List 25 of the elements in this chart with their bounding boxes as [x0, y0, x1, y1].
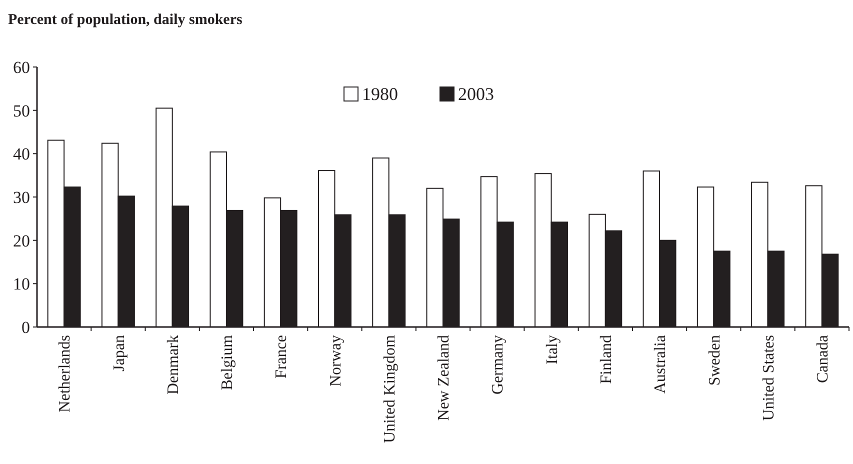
x-tick-label: Belgium	[219, 334, 236, 390]
y-tick-label: 40	[13, 144, 30, 164]
y-tick-label: 50	[13, 101, 30, 120]
x-tick-label: Norway	[327, 335, 344, 387]
x-tick-label: United Kingdom	[381, 334, 398, 443]
x-tick-label: Finland	[598, 335, 615, 384]
legend-label: 2003	[458, 84, 494, 104]
x-tick-label: Denmark	[164, 335, 182, 395]
y-tick-label: 20	[13, 231, 30, 250]
y-tick-label: 10	[13, 274, 30, 294]
y-tick-label: 0	[22, 318, 30, 337]
x-tick-label: New Zealand	[436, 335, 453, 421]
chart-title: Percent of population, daily smokers	[8, 12, 242, 28]
legend-label: 1980	[362, 84, 398, 104]
y-tick-label: 60	[13, 58, 30, 77]
x-tick-label: France	[273, 335, 290, 379]
x-tick-label: Sweden	[706, 335, 724, 386]
x-tick-label: Australia	[652, 335, 670, 394]
x-tick-label: Netherlands	[56, 335, 74, 412]
x-tick-label: Italy	[544, 335, 561, 364]
y-tick-label: 30	[13, 188, 30, 207]
x-tick-label: Canada	[814, 335, 832, 383]
x-tick-label: Japan	[110, 335, 128, 372]
x-tick-label: United States	[760, 335, 778, 421]
x-tick-label: Germany	[490, 335, 507, 395]
